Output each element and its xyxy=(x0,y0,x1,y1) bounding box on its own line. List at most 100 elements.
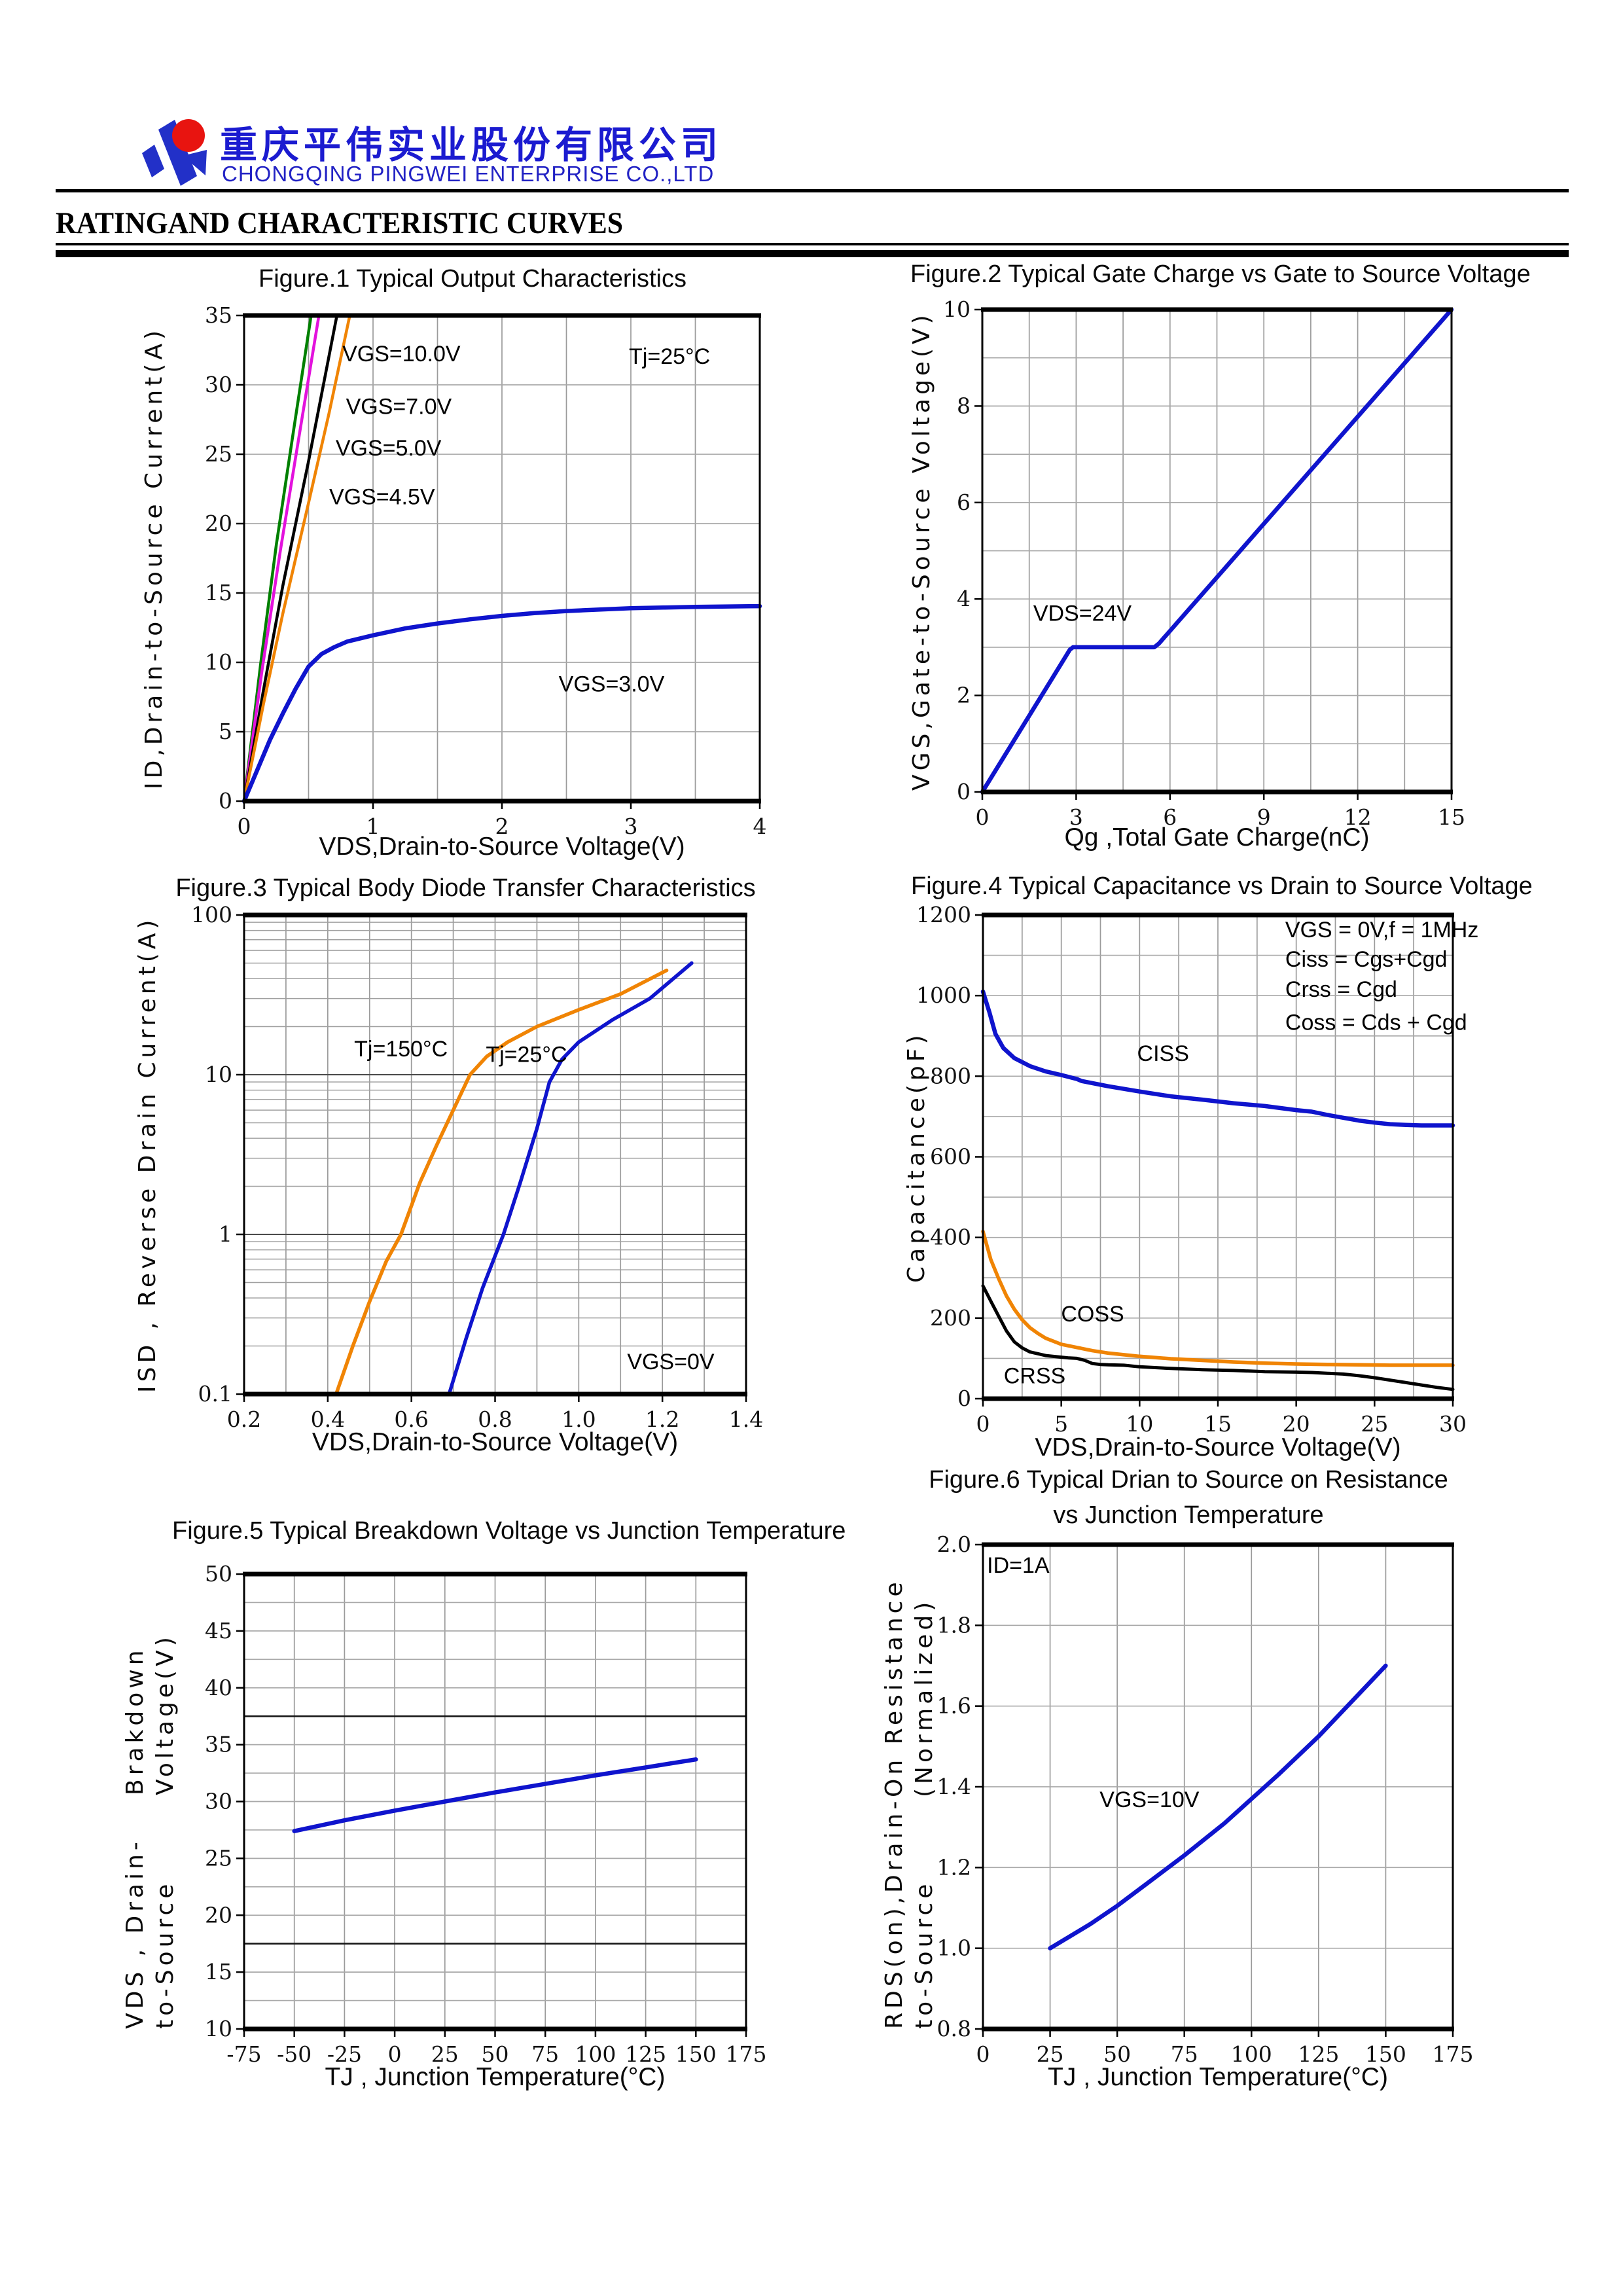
svg-text:20: 20 xyxy=(205,1902,232,1928)
svg-text:800: 800 xyxy=(930,1063,971,1088)
svg-text:4: 4 xyxy=(753,814,767,839)
svg-text:Crss = Cgd: Crss = Cgd xyxy=(1285,977,1397,1002)
svg-text:4: 4 xyxy=(957,586,971,611)
fig5-plot: -75 -50 -25 0 25 50 75 100 125 150 175 10 15 20 25 30 35… xyxy=(205,1561,767,2067)
fig5-x-axis-label: TJ , Junction Temperature(°C) xyxy=(325,2063,666,2091)
page-title: RATINGAND CHARACTERISTIC CURVES xyxy=(56,206,624,240)
svg-text:175: 175 xyxy=(726,2041,767,2067)
svg-text:1.6: 1.6 xyxy=(937,1693,971,1719)
svg-text:VGS=10.0V: VGS=10.0V xyxy=(342,342,461,367)
svg-text:0.8: 0.8 xyxy=(478,1407,512,1432)
svg-text:1.4: 1.4 xyxy=(937,1774,971,1799)
svg-text:1: 1 xyxy=(366,814,380,839)
svg-text:0: 0 xyxy=(238,814,251,839)
svg-text:-75: -75 xyxy=(226,2041,261,2067)
svg-text:200: 200 xyxy=(930,1305,971,1331)
svg-text:VGS = 0V,f = 1MHz: VGS = 0V,f = 1MHz xyxy=(1285,918,1478,942)
fig2-plot: 0 3 6 9 12 15 0 2 4 6 8 10 VDS=24V xyxy=(943,296,1465,830)
svg-text:125: 125 xyxy=(1298,2041,1339,2067)
fig1-title: Figure.1 Typical Output Characteristics xyxy=(258,265,687,293)
fig4-x-axis-label: VDS,Drain-to-Source Voltage(V) xyxy=(1035,1433,1401,1462)
svg-text:15: 15 xyxy=(1438,804,1465,830)
svg-text:1.2: 1.2 xyxy=(937,1854,971,1880)
svg-text:20: 20 xyxy=(1283,1411,1310,1437)
svg-text:30: 30 xyxy=(1439,1411,1467,1437)
svg-text:0: 0 xyxy=(976,2041,990,2067)
fig1-y-axis-label: ID,Drain-to-Source Current(A) xyxy=(141,327,168,790)
svg-text:1.4: 1.4 xyxy=(729,1407,763,1432)
svg-text:50: 50 xyxy=(482,2041,509,2067)
svg-text:5: 5 xyxy=(1054,1411,1068,1437)
fig3-y-axis-label: ISD , Reverse Drain Current(A) xyxy=(134,916,161,1393)
svg-text:150: 150 xyxy=(1365,2041,1406,2067)
company-logo xyxy=(141,115,213,195)
svg-text:100: 100 xyxy=(575,2041,616,2067)
svg-text:25: 25 xyxy=(431,2041,459,2067)
svg-text:125: 125 xyxy=(625,2041,666,2067)
svg-text:0: 0 xyxy=(219,788,232,814)
svg-text:VGS=0V: VGS=0V xyxy=(627,1350,715,1374)
svg-text:COSS: COSS xyxy=(1061,1302,1124,1327)
svg-text:0.1: 0.1 xyxy=(198,1381,232,1407)
svg-text:VGS=3.0V: VGS=3.0V xyxy=(559,672,665,697)
svg-text:600: 600 xyxy=(930,1144,971,1170)
svg-text:10: 10 xyxy=(1126,1411,1153,1437)
svg-text:8: 8 xyxy=(957,393,971,418)
fig5-title: Figure.5 Typical Breakdown Voltage vs Ju… xyxy=(172,1517,846,1545)
svg-text:30: 30 xyxy=(205,372,232,397)
company-name-cn: 重庆平伟实业股份有限公司 xyxy=(220,124,722,166)
svg-text:45: 45 xyxy=(205,1618,232,1643)
svg-text:1000: 1000 xyxy=(916,982,971,1008)
svg-text:VDS=24V: VDS=24V xyxy=(1033,601,1132,626)
fig1-x-axis-label: VDS,Drain-to-Source Voltage(V) xyxy=(319,833,685,861)
svg-text:1.8: 1.8 xyxy=(937,1612,971,1638)
svg-text:75: 75 xyxy=(531,2041,559,2067)
svg-text:0: 0 xyxy=(976,804,990,830)
fig6-plot: 0 25 50 75 100 125 150 175 0.8 1.0 1.2 1.4 1.6 1.8 2.0… xyxy=(937,1532,1474,2067)
svg-text:3: 3 xyxy=(1069,804,1083,830)
svg-text:ID=1A: ID=1A xyxy=(987,1553,1050,1578)
svg-text:15: 15 xyxy=(205,1959,232,1984)
svg-text:VGS=4.5V: VGS=4.5V xyxy=(329,484,435,509)
svg-text:6: 6 xyxy=(957,490,971,515)
fig3-title: Figure.3 Typical Body Diode Transfer Cha… xyxy=(175,874,756,902)
svg-text:0.2: 0.2 xyxy=(227,1407,261,1432)
svg-text:1: 1 xyxy=(219,1221,232,1247)
svg-text:0: 0 xyxy=(957,779,971,804)
svg-text:Coss = Cds + Cgd: Coss = Cds + Cgd xyxy=(1285,1011,1467,1035)
svg-text:150: 150 xyxy=(675,2041,717,2067)
svg-text:50: 50 xyxy=(1103,2041,1131,2067)
fig1-plot: 0 1 2 3 4 0 5 10 15 20 25 30 35 VGS=10.0V VGS=7.0V VGS=… xyxy=(205,302,767,839)
svg-text:15: 15 xyxy=(205,580,232,605)
fig4-title: Figure.4 Typical Capacitance vs Drain to… xyxy=(911,872,1533,900)
svg-text:25: 25 xyxy=(205,441,232,467)
svg-text:0.4: 0.4 xyxy=(311,1407,345,1432)
svg-text:3: 3 xyxy=(624,814,638,839)
svg-text:20: 20 xyxy=(205,511,232,536)
svg-text:2.0: 2.0 xyxy=(937,1532,971,1557)
fig3-plot: 0.2 0.4 0.6 0.8 1.0 1.2 1.4 0.1 1 10 100 Tj=150°C Tj… xyxy=(191,902,763,1432)
svg-text:25: 25 xyxy=(1361,1411,1388,1437)
svg-text:1.0: 1.0 xyxy=(937,1935,971,1961)
svg-text:10: 10 xyxy=(943,296,971,322)
svg-text:10: 10 xyxy=(205,1062,232,1087)
svg-text:CRSS: CRSS xyxy=(1004,1364,1065,1389)
svg-text:Tj=25°C: Tj=25°C xyxy=(629,344,710,369)
svg-text:0.8: 0.8 xyxy=(937,2016,971,2041)
svg-text:1200: 1200 xyxy=(916,902,971,927)
svg-text:35: 35 xyxy=(205,1732,232,1757)
svg-text:0: 0 xyxy=(388,2041,402,2067)
svg-text:6: 6 xyxy=(1163,804,1177,830)
fig4-plot: 0 5 10 15 20 25 30 0 200 400 600 800 1000 1200 VGS = 0… xyxy=(916,902,1478,1437)
svg-text:CISS: CISS xyxy=(1137,1041,1189,1066)
svg-text:9: 9 xyxy=(1257,804,1271,830)
svg-text:30: 30 xyxy=(205,1789,232,1814)
svg-text:1.2: 1.2 xyxy=(645,1407,679,1432)
svg-text:15: 15 xyxy=(1204,1411,1232,1437)
fig3-x-axis-label: VDS,Drain-to-Source Voltage(V) xyxy=(312,1428,679,1456)
svg-text:100: 100 xyxy=(191,902,232,927)
fig2-title: Figure.2 Typical Gate Charge vs Gate to … xyxy=(910,260,1531,288)
svg-text:Tj=25°C: Tj=25°C xyxy=(486,1043,567,1067)
svg-text:VGS=5.0V: VGS=5.0V xyxy=(336,436,442,461)
